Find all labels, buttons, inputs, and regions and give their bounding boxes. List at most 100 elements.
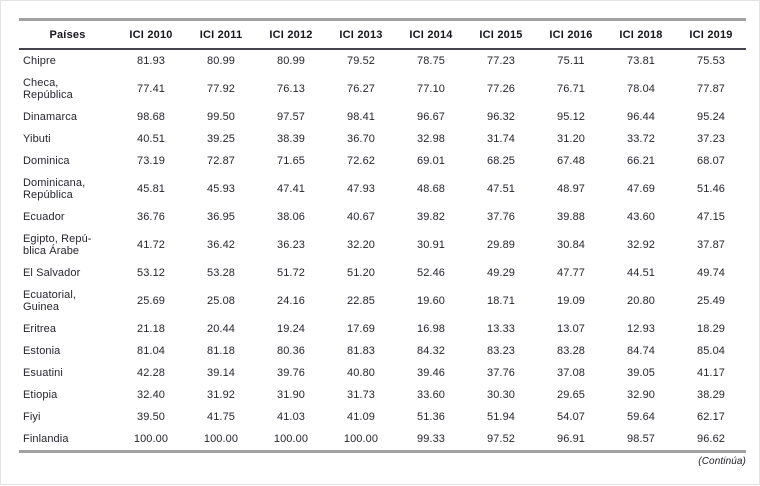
column-header-ici-2015: ICI 2015 (479, 29, 523, 41)
value-cell: 96.32 (486, 111, 516, 123)
value-cell: 29.89 (486, 239, 516, 251)
value-cell: 39.50 (136, 411, 166, 423)
value-cell: 43.60 (626, 211, 656, 223)
table-row: Yibuti 40.51 39.25 38.39 36.70 32.98 31.74 31.2… (19, 128, 746, 150)
value-cell: 13.33 (486, 323, 516, 335)
country-cell: Egipto, Repú- blica Árabe (23, 233, 92, 257)
value-cell: 67.48 (556, 155, 586, 167)
value-cell: 80.99 (206, 55, 236, 67)
value-cell: 21.18 (136, 323, 166, 335)
value-cell: 13.07 (556, 323, 586, 335)
country-cell: Fiyi (23, 411, 41, 423)
value-cell: 99.50 (206, 111, 236, 123)
value-cell: 41.75 (206, 411, 236, 423)
value-cell: 100.00 (273, 433, 309, 445)
value-cell: 95.24 (696, 111, 726, 123)
value-cell: 76.13 (276, 83, 306, 95)
value-cell: 73.19 (136, 155, 166, 167)
country-cell: Checa, República (23, 77, 73, 101)
value-cell: 32.40 (136, 389, 166, 401)
column-header-ici-2010: ICI 2010 (129, 29, 173, 41)
value-cell: 47.93 (346, 183, 376, 195)
value-cell: 51.20 (346, 267, 376, 279)
value-cell: 31.74 (486, 133, 516, 145)
value-cell: 96.44 (626, 111, 656, 123)
value-cell: 80.99 (276, 55, 306, 67)
value-cell: 75.53 (696, 55, 726, 67)
country-cell: Ecuatorial, Guinea (23, 289, 77, 313)
value-cell: 81.93 (136, 55, 166, 67)
value-cell: 39.46 (416, 367, 446, 379)
table-row: Dinamarca 98.68 99.50 97.57 98.41 96.67 96.32 9… (19, 106, 746, 128)
value-cell: 37.76 (486, 211, 516, 223)
country-cell: Dominicana, República (23, 177, 86, 201)
value-cell: 38.29 (696, 389, 726, 401)
value-cell: 19.09 (556, 295, 586, 307)
table-row: El Salvador 53.12 53.28 51.72 51.20 52.46 49.2… (19, 262, 746, 284)
value-cell: 99.33 (416, 433, 446, 445)
table-row: Ecuatorial, Guinea 25.69 25.08 24.16 22.85 19… (19, 284, 746, 318)
country-cell: Yibuti (23, 133, 51, 145)
value-cell: 18.29 (696, 323, 726, 335)
value-cell: 12.93 (626, 323, 656, 335)
table-row: Finlandia 100.00 100.00 100.00 100.00 99.33 97… (19, 428, 746, 452)
value-cell: 47.15 (696, 211, 726, 223)
value-cell: 77.23 (486, 55, 516, 67)
value-cell: 83.23 (486, 345, 516, 357)
value-cell: 68.25 (486, 155, 516, 167)
value-cell: 66.21 (626, 155, 656, 167)
value-cell: 68.07 (696, 155, 726, 167)
value-cell: 41.17 (696, 367, 726, 379)
column-header-ici-2014: ICI 2014 (409, 29, 453, 41)
value-cell: 51.94 (486, 411, 516, 423)
value-cell: 77.87 (696, 83, 726, 95)
value-cell: 73.81 (626, 55, 656, 67)
value-cell: 37.23 (696, 133, 726, 145)
value-cell: 40.51 (136, 133, 166, 145)
value-cell: 100.00 (133, 433, 169, 445)
value-cell: 47.41 (276, 183, 306, 195)
value-cell: 48.97 (556, 183, 586, 195)
country-cell: Finlandia (23, 433, 69, 445)
value-cell: 81.04 (136, 345, 166, 357)
value-cell: 84.74 (626, 345, 656, 357)
column-header-paises: Países (49, 29, 86, 41)
value-cell: 41.03 (276, 411, 306, 423)
value-cell: 76.71 (556, 83, 586, 95)
column-header-ici-2018: ICI 2018 (619, 29, 663, 41)
value-cell: 98.68 (136, 111, 166, 123)
value-cell: 100.00 (203, 433, 239, 445)
value-cell: 51.46 (696, 183, 726, 195)
value-cell: 71.65 (276, 155, 306, 167)
value-cell: 25.49 (696, 295, 726, 307)
value-cell: 31.90 (276, 389, 306, 401)
value-cell: 29.65 (556, 389, 586, 401)
value-cell: 40.80 (346, 367, 376, 379)
country-cell: Chipre (23, 55, 57, 67)
value-cell: 84.32 (416, 345, 446, 357)
value-cell: 25.69 (136, 295, 166, 307)
value-cell: 53.28 (206, 267, 236, 279)
value-cell: 47.51 (486, 183, 516, 195)
ici-countries-table: Países ICI 2010 ICI 2011 ICI 2012 ICI 2013 IC… (19, 18, 746, 453)
value-cell: 77.26 (486, 83, 516, 95)
value-cell: 38.06 (276, 211, 306, 223)
value-cell: 36.95 (206, 211, 236, 223)
value-cell: 39.25 (206, 133, 236, 145)
table-row: Dominica 73.19 72.87 71.65 72.62 69.01 68.25 67… (19, 150, 746, 172)
value-cell: 32.90 (626, 389, 656, 401)
value-cell: 39.05 (626, 367, 656, 379)
value-cell: 33.60 (416, 389, 446, 401)
value-cell: 20.44 (206, 323, 236, 335)
value-cell: 31.92 (206, 389, 236, 401)
table-row: Eritrea 21.18 20.44 19.24 17.69 16.98 13.33 13.… (19, 318, 746, 340)
value-cell: 18.71 (486, 295, 516, 307)
value-cell: 36.42 (206, 239, 236, 251)
value-cell: 22.85 (346, 295, 376, 307)
value-cell: 49.29 (486, 267, 516, 279)
value-cell: 78.75 (416, 55, 446, 67)
country-cell: Eritrea (23, 323, 57, 335)
value-cell: 95.12 (556, 111, 586, 123)
column-header-ici-2012: ICI 2012 (269, 29, 313, 41)
